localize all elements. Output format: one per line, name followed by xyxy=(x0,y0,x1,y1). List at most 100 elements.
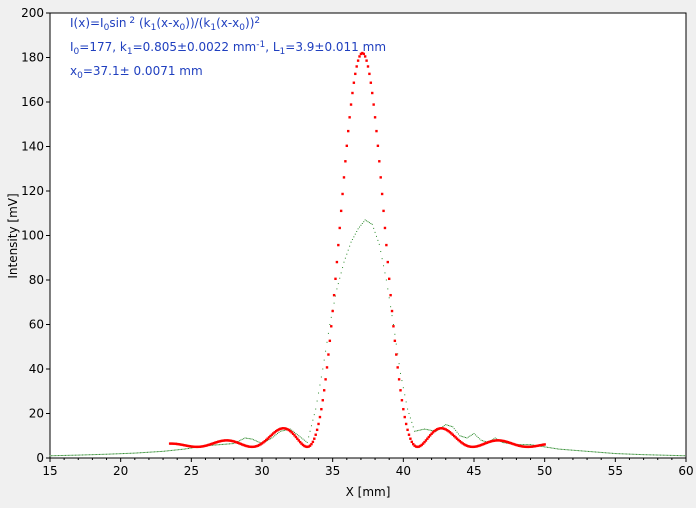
fit-point xyxy=(190,445,193,448)
measured-point xyxy=(56,455,58,457)
measured-point xyxy=(407,408,409,410)
fit-point xyxy=(386,260,389,264)
measured-point xyxy=(349,245,351,247)
fit-point xyxy=(434,428,438,432)
fit-point xyxy=(523,445,527,448)
measured-point xyxy=(548,447,550,449)
fit-point xyxy=(243,444,247,447)
measured-point xyxy=(474,434,476,436)
measured-point xyxy=(248,438,250,440)
fit-point xyxy=(372,103,375,106)
measured-point xyxy=(364,219,366,221)
fit-point xyxy=(298,440,302,444)
measured-point xyxy=(587,450,589,452)
measured-point xyxy=(522,444,524,446)
measured-point xyxy=(472,433,474,435)
measured-point xyxy=(166,450,168,452)
fit-point xyxy=(300,442,303,445)
measured-point xyxy=(480,439,482,441)
fit-point xyxy=(542,443,545,446)
measured-point xyxy=(408,413,410,414)
fit-point xyxy=(366,65,370,68)
fit-point xyxy=(184,444,187,447)
fit-point xyxy=(315,428,319,432)
measured-point xyxy=(128,452,130,454)
fit-point xyxy=(279,427,282,431)
measured-point xyxy=(342,267,344,269)
measured-point xyxy=(571,449,573,451)
measured-point xyxy=(473,433,475,435)
measured-point xyxy=(521,444,523,446)
measured-point xyxy=(107,453,109,455)
fit-point xyxy=(306,445,309,449)
measured-point xyxy=(573,449,575,451)
measured-point xyxy=(356,230,358,232)
fit-point xyxy=(462,443,466,446)
fit-point xyxy=(171,442,175,445)
measured-point xyxy=(671,454,673,456)
fit-point xyxy=(290,431,293,434)
fit-point xyxy=(351,91,354,95)
fit-point xyxy=(505,440,508,443)
measured-point xyxy=(569,449,571,451)
measured-point xyxy=(220,444,222,446)
measured-point xyxy=(602,452,604,454)
fit-point xyxy=(433,429,436,433)
measured-point xyxy=(132,452,134,454)
fit-point xyxy=(301,443,305,447)
measured-point xyxy=(633,453,635,455)
measured-point xyxy=(431,429,433,431)
measured-point xyxy=(361,222,363,224)
fit-point xyxy=(498,439,501,442)
measured-point xyxy=(149,451,151,453)
measured-point xyxy=(94,454,96,456)
measured-point xyxy=(186,448,188,450)
fit-point xyxy=(304,445,308,448)
measured-point xyxy=(463,436,465,438)
measured-point xyxy=(428,429,430,431)
fit-point xyxy=(194,445,197,449)
fit-point xyxy=(438,427,442,430)
tick-layer: 15 20 25 30 35 40 45 50 55 60 0 20 40 60 80 100 120 140 16… xyxy=(21,6,694,478)
measured-point xyxy=(333,302,335,304)
fit-point xyxy=(195,445,199,449)
measured-point xyxy=(682,455,684,457)
measured-point xyxy=(282,430,284,432)
measured-point xyxy=(289,428,291,430)
measured-point xyxy=(322,368,324,370)
measured-point xyxy=(664,454,666,456)
x-tick-label: 40 xyxy=(396,464,411,478)
measured-point xyxy=(445,424,447,426)
measured-point xyxy=(657,454,659,456)
fit-point xyxy=(506,440,510,444)
measured-point xyxy=(561,448,563,450)
fit-point xyxy=(317,422,320,426)
measured-point xyxy=(466,437,468,439)
fit-point xyxy=(252,445,255,449)
measured-point xyxy=(330,316,332,318)
measured-point xyxy=(638,453,640,455)
fit-point xyxy=(276,429,279,432)
fit-point xyxy=(380,192,384,196)
measured-point xyxy=(142,452,144,454)
fit-point xyxy=(406,428,409,432)
fit-point xyxy=(224,439,227,442)
measured-point xyxy=(416,430,418,432)
measured-point xyxy=(359,226,361,228)
fit-point xyxy=(522,445,525,448)
fit-point xyxy=(502,439,505,443)
measured-point xyxy=(299,436,301,438)
fit-point xyxy=(187,444,190,448)
measured-point xyxy=(610,452,612,454)
measured-point xyxy=(607,452,609,454)
fit-point xyxy=(389,293,392,297)
measured-point xyxy=(491,439,493,441)
measured-point xyxy=(292,430,294,432)
measured-point xyxy=(255,440,257,442)
fit-point xyxy=(512,442,515,446)
y-tick-label: 0 xyxy=(36,451,44,465)
fit-point xyxy=(201,445,204,448)
x-tick-label: 60 xyxy=(678,464,693,478)
fit-point xyxy=(191,445,194,448)
